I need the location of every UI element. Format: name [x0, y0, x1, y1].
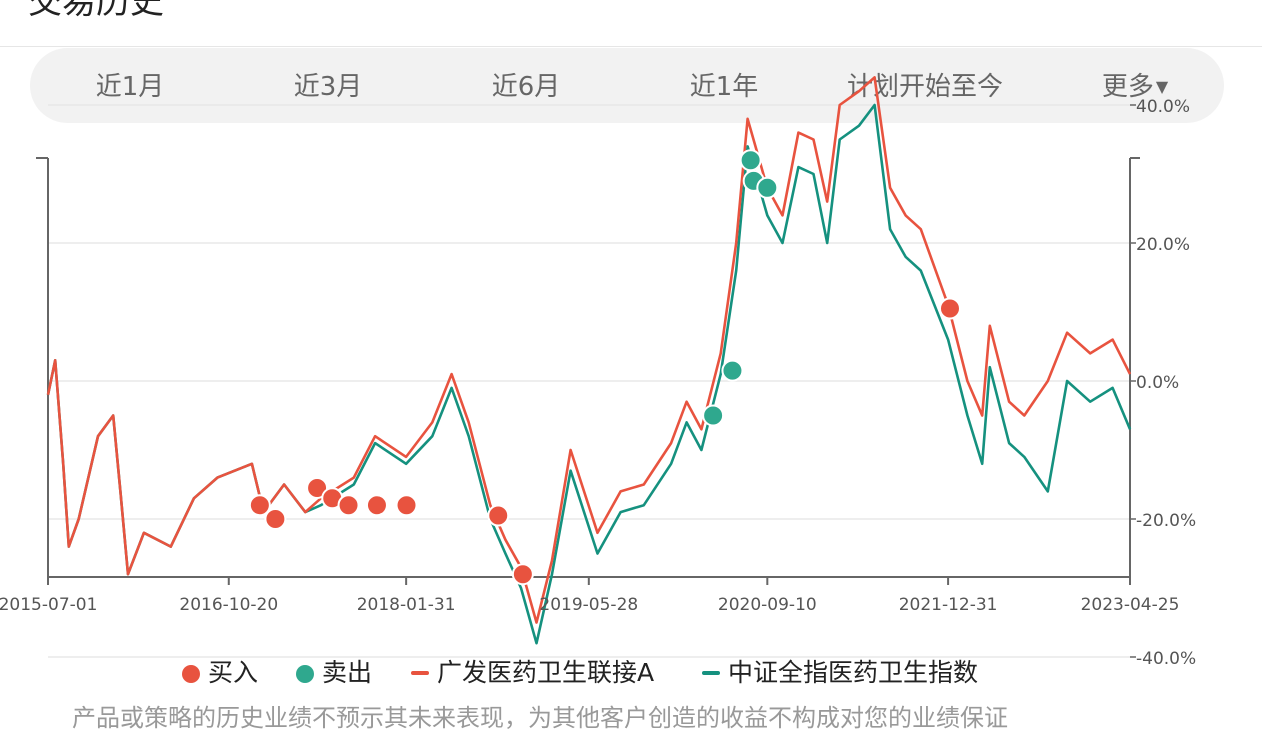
tab-more[interactable]: 更多 ▼	[1065, 48, 1205, 123]
x-tick-label: 2018-01-31	[357, 595, 456, 615]
y-tick-label: 40.0%	[1136, 97, 1190, 117]
legend-label-buy: 买入	[208, 658, 259, 687]
disclaimer-text: 产品或策略的历史业绩不预示其未来表现，为其他客户创造的收益不构成对您的业绩保证	[72, 704, 1008, 732]
tab-1-month[interactable]: 近1月	[65, 48, 195, 123]
sell-marker-icon	[296, 665, 314, 683]
legend-label-fund: 广发医药卫生联接A	[437, 658, 655, 687]
x-tick-label: 2019-05-28	[539, 595, 638, 615]
x-tick-label: 2016-10-20	[179, 595, 278, 615]
index-line-icon	[702, 671, 720, 675]
x-tick-label: 2021-12-31	[899, 595, 998, 615]
legend-item-buy[interactable]: 买入	[182, 656, 258, 690]
buy-marker	[938, 297, 961, 320]
buy-marker	[337, 494, 360, 517]
buy-marker	[264, 508, 287, 530]
x-tick-label: 2015-07-01	[0, 595, 97, 615]
fund-series-line	[46, 76, 1132, 624]
legend-item-fund[interactable]: 广发医药卫生联接A	[411, 656, 654, 690]
x-tick-label: 2020-09-10	[718, 595, 817, 615]
legend-label-index: 中证全指医药卫生指数	[728, 658, 979, 687]
tab-since-plan-start[interactable]: 计划开始至今	[820, 48, 1030, 123]
buy-marker	[511, 563, 534, 586]
legend-item-index[interactable]: 中证全指医药卫生指数	[702, 656, 978, 690]
tab-label: 计划开始至今	[846, 72, 1003, 102]
sell-marker	[702, 404, 725, 427]
fund-line-icon	[411, 671, 429, 675]
y-tick-label: -20.0%	[1136, 511, 1196, 531]
index-series-line	[46, 103, 1132, 645]
y-tick-label: 0.0%	[1136, 373, 1179, 393]
buy-marker-icon	[182, 665, 200, 683]
chevron-down-icon: ▼	[1155, 77, 1169, 96]
sell-marker	[721, 359, 744, 382]
buy-marker	[306, 476, 329, 499]
tab-label: 近3月	[293, 72, 363, 102]
buy-marker	[365, 494, 388, 517]
buy-marker	[248, 494, 271, 517]
buy-marker	[395, 494, 418, 517]
page-title: 交易历史	[28, 0, 164, 22]
legend-item-sell[interactable]: 卖出	[296, 656, 372, 690]
legend-label-sell: 卖出	[322, 658, 373, 687]
sell-marker	[739, 149, 762, 172]
title-divider	[0, 46, 1262, 47]
tab-label: 更多	[1101, 72, 1154, 102]
buy-marker	[487, 504, 510, 527]
tab-1-year[interactable]: 近1年	[659, 48, 789, 123]
period-tab-bar: 近1月 近3月 近6月 近1年 计划开始至今 更多 ▼	[30, 48, 1224, 123]
tab-3-months[interactable]: 近3月	[263, 48, 393, 123]
tab-label: 近1月	[95, 72, 165, 102]
y-tick-label: 20.0%	[1136, 235, 1190, 255]
x-tick-label: 2023-04-25	[1081, 595, 1180, 615]
sell-marker	[756, 176, 779, 199]
y-tick-label: -40.0%	[1136, 649, 1196, 669]
tab-label: 近1年	[689, 72, 759, 102]
tab-6-months[interactable]: 近6月	[461, 48, 591, 123]
tab-label: 近6月	[491, 72, 561, 102]
